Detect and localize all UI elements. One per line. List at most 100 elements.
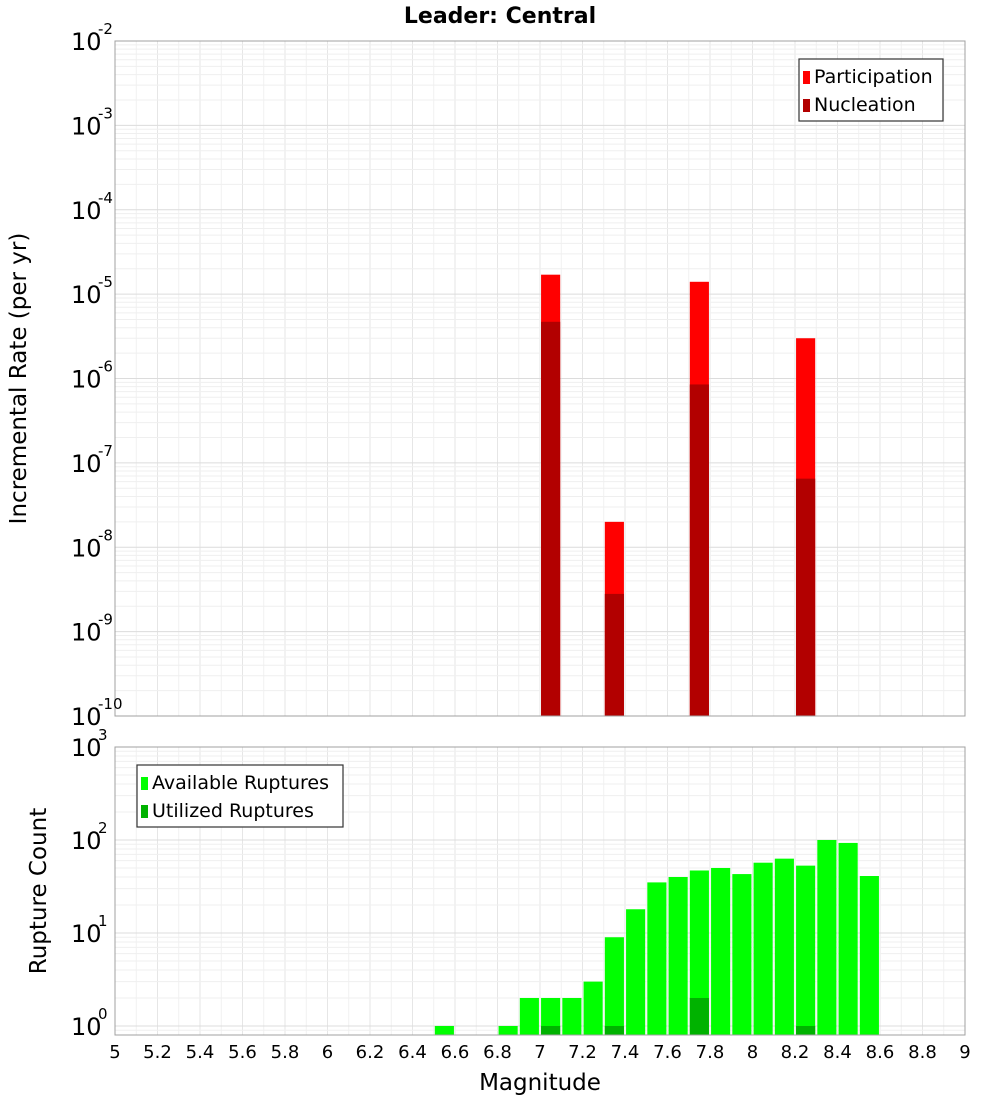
x-axis-label: Magnitude bbox=[479, 1070, 601, 1096]
legend-label: Utilized Ruptures bbox=[152, 800, 314, 822]
x-tick-label: 7.2 bbox=[568, 1042, 597, 1063]
bar-series2 bbox=[541, 1025, 561, 1035]
legend-label: Participation bbox=[814, 66, 933, 88]
y-tick-exponent: -7 bbox=[98, 442, 113, 460]
bar-series1 bbox=[519, 997, 539, 1035]
bar-series1 bbox=[583, 981, 603, 1035]
x-tick-label: 9 bbox=[959, 1042, 970, 1063]
bar-series1 bbox=[647, 882, 667, 1035]
x-tick-label: 6.8 bbox=[483, 1042, 512, 1063]
y-tick-label: 10 bbox=[71, 28, 102, 56]
y-tick-label: 10 bbox=[71, 197, 102, 225]
x-tick-label: 5 bbox=[109, 1042, 120, 1063]
y-tick-exponent: -6 bbox=[98, 358, 113, 376]
bar-series1 bbox=[689, 870, 709, 1035]
y-tick-label: 10 bbox=[71, 366, 102, 394]
chart-title: Leader: Central bbox=[404, 4, 596, 29]
grid-lines-1 bbox=[114, 40, 966, 717]
bar-series1 bbox=[774, 858, 794, 1035]
x-tick-label: 8 bbox=[747, 1042, 758, 1063]
bar-series1 bbox=[732, 874, 752, 1035]
legend-swatch bbox=[141, 777, 148, 790]
series-2-bars bbox=[541, 997, 816, 1035]
bar-series1 bbox=[859, 876, 879, 1035]
bar-series2 bbox=[604, 1025, 624, 1035]
y-tick-exponent: 3 bbox=[98, 726, 108, 744]
bar-series2 bbox=[689, 384, 709, 716]
legend-2: Available Ruptures Utilized Ruptures bbox=[136, 764, 344, 828]
bar-series2 bbox=[796, 1025, 816, 1035]
y-tick-exponent: 0 bbox=[98, 1005, 108, 1023]
y-tick-label: 10 bbox=[71, 703, 102, 731]
bar-series1 bbox=[498, 1025, 518, 1035]
plot-frame bbox=[114, 746, 966, 1036]
y-tick-exponent: 1 bbox=[98, 912, 108, 930]
x-tick-label: 5.6 bbox=[228, 1042, 257, 1063]
y-tick-label: 10 bbox=[71, 450, 102, 478]
y-tick-exponent: -4 bbox=[98, 189, 113, 207]
legend-box bbox=[136, 764, 344, 828]
x-tick-label: 8.8 bbox=[908, 1042, 937, 1063]
y-tick-exponent: -10 bbox=[98, 695, 123, 713]
bar-series2 bbox=[541, 321, 561, 716]
legend-box bbox=[798, 58, 944, 122]
y-tick-exponent: -2 bbox=[98, 20, 113, 38]
bar-series1 bbox=[817, 839, 837, 1035]
bar-series1 bbox=[668, 877, 688, 1035]
x-tick-label: 5.8 bbox=[271, 1042, 300, 1063]
x-tick-label: 5.4 bbox=[186, 1042, 215, 1063]
y-tick-label: 10 bbox=[71, 619, 102, 647]
y-tick-label: 10 bbox=[71, 534, 102, 562]
series-1-bars bbox=[434, 839, 879, 1035]
bar-series1 bbox=[796, 865, 816, 1035]
x-tick-label: 7 bbox=[534, 1042, 545, 1063]
x-tick-label: 7.4 bbox=[611, 1042, 640, 1063]
y-tick-exponent: -9 bbox=[98, 611, 113, 629]
y-tick-exponent: -5 bbox=[98, 273, 113, 291]
plot-panel-1: 10-210-310-410-510-610-710-810-910-10Inc… bbox=[6, 20, 966, 731]
bar-series1 bbox=[626, 909, 646, 1035]
x-tick-label: 7.6 bbox=[653, 1042, 682, 1063]
bar-series1 bbox=[541, 997, 561, 1035]
legend-label: Available Ruptures bbox=[152, 772, 329, 794]
y-axis-label: Incremental Rate (per yr) bbox=[6, 233, 32, 525]
x-tick-label: 6 bbox=[322, 1042, 333, 1063]
y-tick-label: 10 bbox=[71, 112, 102, 140]
y-tick-label: 10 bbox=[71, 920, 102, 948]
y-tick-label: 10 bbox=[71, 827, 102, 855]
x-tick-label: 7.8 bbox=[696, 1042, 725, 1063]
legend-label: Nucleation bbox=[814, 94, 916, 116]
bar-series1 bbox=[604, 937, 624, 1035]
y-tick-exponent: -3 bbox=[98, 104, 113, 122]
y-tick-exponent: -8 bbox=[98, 526, 113, 544]
y-tick-exponent: 2 bbox=[98, 819, 108, 837]
x-tick-label: 5.2 bbox=[143, 1042, 172, 1063]
bar-series2 bbox=[689, 997, 709, 1035]
x-tick-label: 8.2 bbox=[781, 1042, 810, 1063]
bar-series1 bbox=[562, 997, 582, 1035]
x-tick-label: 6.4 bbox=[398, 1042, 427, 1063]
bar-series2 bbox=[604, 593, 624, 716]
x-tick-label: 8.4 bbox=[823, 1042, 852, 1063]
y-tick-label: 10 bbox=[71, 734, 102, 762]
legend-swatch bbox=[803, 99, 810, 112]
series-2-bars bbox=[541, 321, 816, 716]
bar-series1 bbox=[434, 1025, 454, 1035]
bar-series2 bbox=[796, 478, 816, 716]
x-tick-label: 6.6 bbox=[441, 1042, 470, 1063]
y-axis-label: Rupture Count bbox=[26, 808, 52, 974]
legend-swatch bbox=[803, 71, 810, 84]
y-tick-label: 10 bbox=[71, 281, 102, 309]
y-tick-label: 10 bbox=[71, 1013, 102, 1041]
bar-series1 bbox=[838, 842, 858, 1035]
bar-series1 bbox=[711, 867, 731, 1035]
plot-frame bbox=[114, 40, 966, 717]
bar-series1 bbox=[753, 862, 773, 1035]
legend-swatch bbox=[141, 805, 148, 818]
x-tick-label: 6.2 bbox=[356, 1042, 385, 1063]
legend-1: Participation Nucleation bbox=[798, 58, 944, 122]
x-tick-label: 8.6 bbox=[866, 1042, 895, 1063]
